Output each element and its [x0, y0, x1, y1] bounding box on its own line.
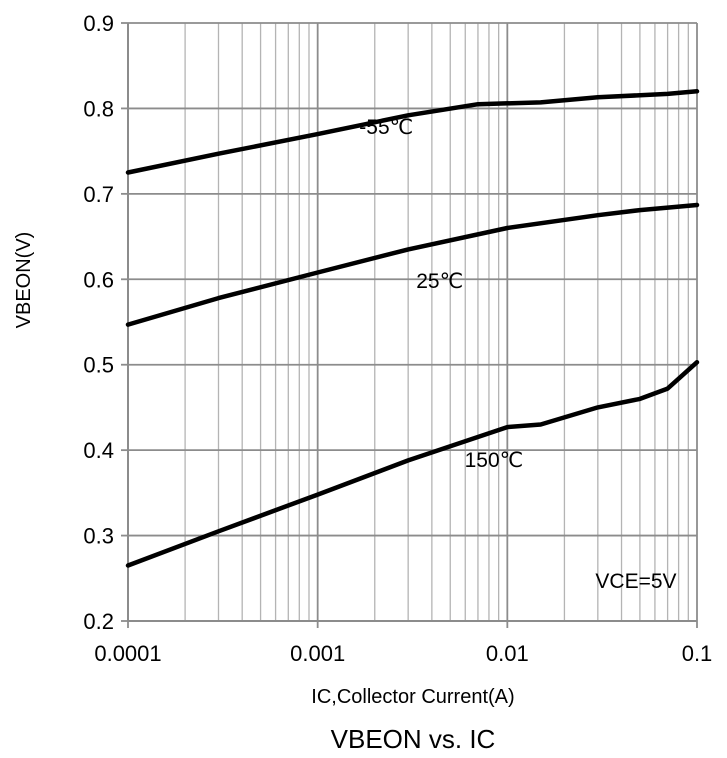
y-tick-label: 0.3: [83, 524, 114, 549]
y-tick-label: 0.5: [83, 353, 114, 378]
series-label: -55℃: [359, 116, 413, 139]
series-line: [125, 202, 700, 327]
series-labels: -55℃ 25℃ 150℃: [359, 116, 523, 472]
series-line: [125, 359, 700, 568]
y-tick-label: 0.7: [83, 182, 114, 207]
x-tick-label: 0.01: [486, 641, 529, 666]
chart-title: VBEON vs. IC: [331, 724, 496, 754]
series-label: 150℃: [465, 449, 524, 472]
tick-labels: 0.2 0.3 0.4 0.5 0.6 0.7 0.8 0.9 0.0001 0.001 0.01 0…: [83, 11, 712, 666]
x-axis-label: IC,Collector Current(A): [311, 686, 514, 708]
y-tick-label: 0.2: [83, 609, 114, 634]
grid: [121, 22, 698, 628]
y-tick-label: 0.4: [83, 438, 114, 463]
vce-annotation: VCE=5V: [595, 570, 676, 593]
y-tick-label: 0.6: [83, 267, 114, 292]
x-tick-label: 0.0001: [94, 641, 161, 666]
series-label: 25℃: [416, 270, 463, 293]
curves: [125, 89, 700, 568]
x-tick-label: 0.1: [682, 641, 713, 666]
series-line: [125, 89, 700, 175]
x-tick-label: 0.001: [290, 641, 345, 666]
y-tick-label: 0.8: [83, 96, 114, 121]
y-tick-label: 0.9: [83, 11, 114, 36]
y-axis-label: VBEON(V): [13, 232, 35, 329]
